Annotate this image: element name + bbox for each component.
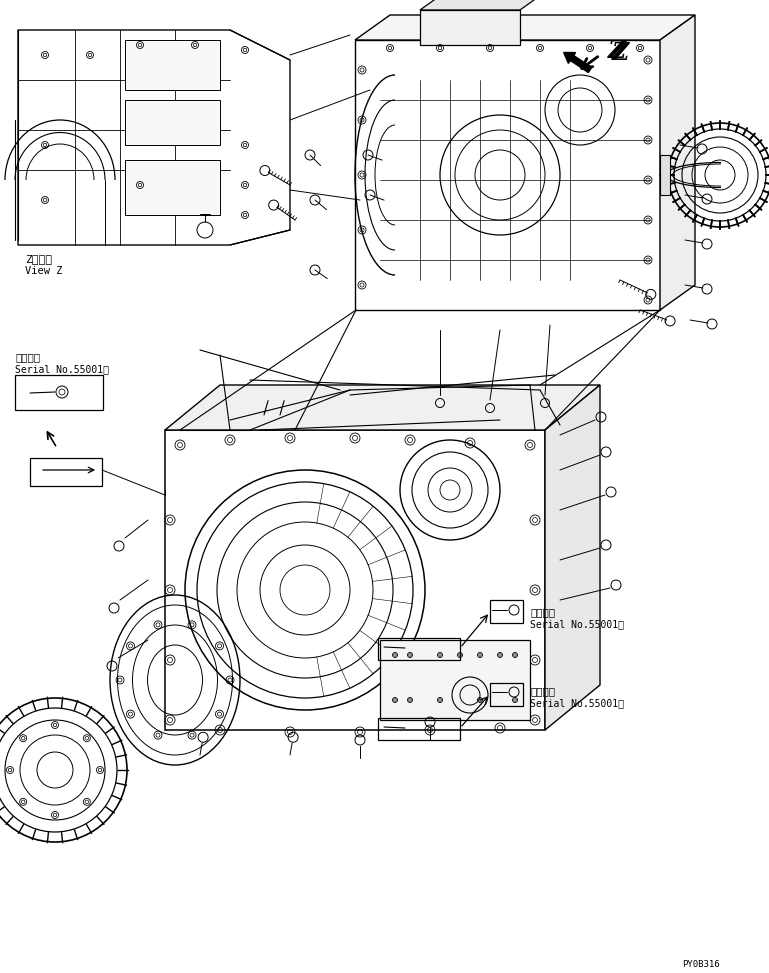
Text: Z: Z	[612, 41, 629, 65]
Polygon shape	[660, 15, 695, 310]
Bar	[125, 160, 220, 215]
Bar	[660, 155, 670, 195]
Bar	[378, 638, 460, 660]
Text: 適用号機: 適用号機	[530, 607, 555, 617]
Polygon shape	[18, 30, 290, 245]
Text: 適用号機: 適用号機	[15, 352, 40, 362]
Polygon shape	[355, 15, 695, 40]
Text: Z: Z	[608, 39, 626, 63]
Text: Z　　視: Z 視	[25, 254, 52, 264]
Polygon shape	[545, 385, 600, 730]
Bar	[420, 10, 520, 45]
Bar	[125, 100, 220, 145]
Polygon shape	[420, 0, 555, 10]
Polygon shape	[165, 385, 600, 430]
Bar	[30, 458, 102, 486]
Bar	[490, 600, 523, 623]
Text: Serial No.55001～: Serial No.55001～	[15, 364, 109, 374]
Polygon shape	[355, 40, 660, 310]
Text: 適用号機: 適用号機	[530, 686, 555, 696]
Bar	[380, 640, 530, 720]
Bar	[490, 683, 523, 706]
Bar	[378, 718, 460, 740]
Text: View Z: View Z	[25, 266, 62, 276]
FancyArrow shape	[564, 53, 591, 73]
Text: PY0B316: PY0B316	[682, 960, 720, 969]
Text: Serial No.55001～: Serial No.55001～	[530, 698, 624, 708]
Bar	[125, 40, 220, 90]
Bar	[15, 375, 103, 410]
Polygon shape	[165, 430, 545, 730]
Text: Serial No.55001～: Serial No.55001～	[530, 619, 624, 629]
